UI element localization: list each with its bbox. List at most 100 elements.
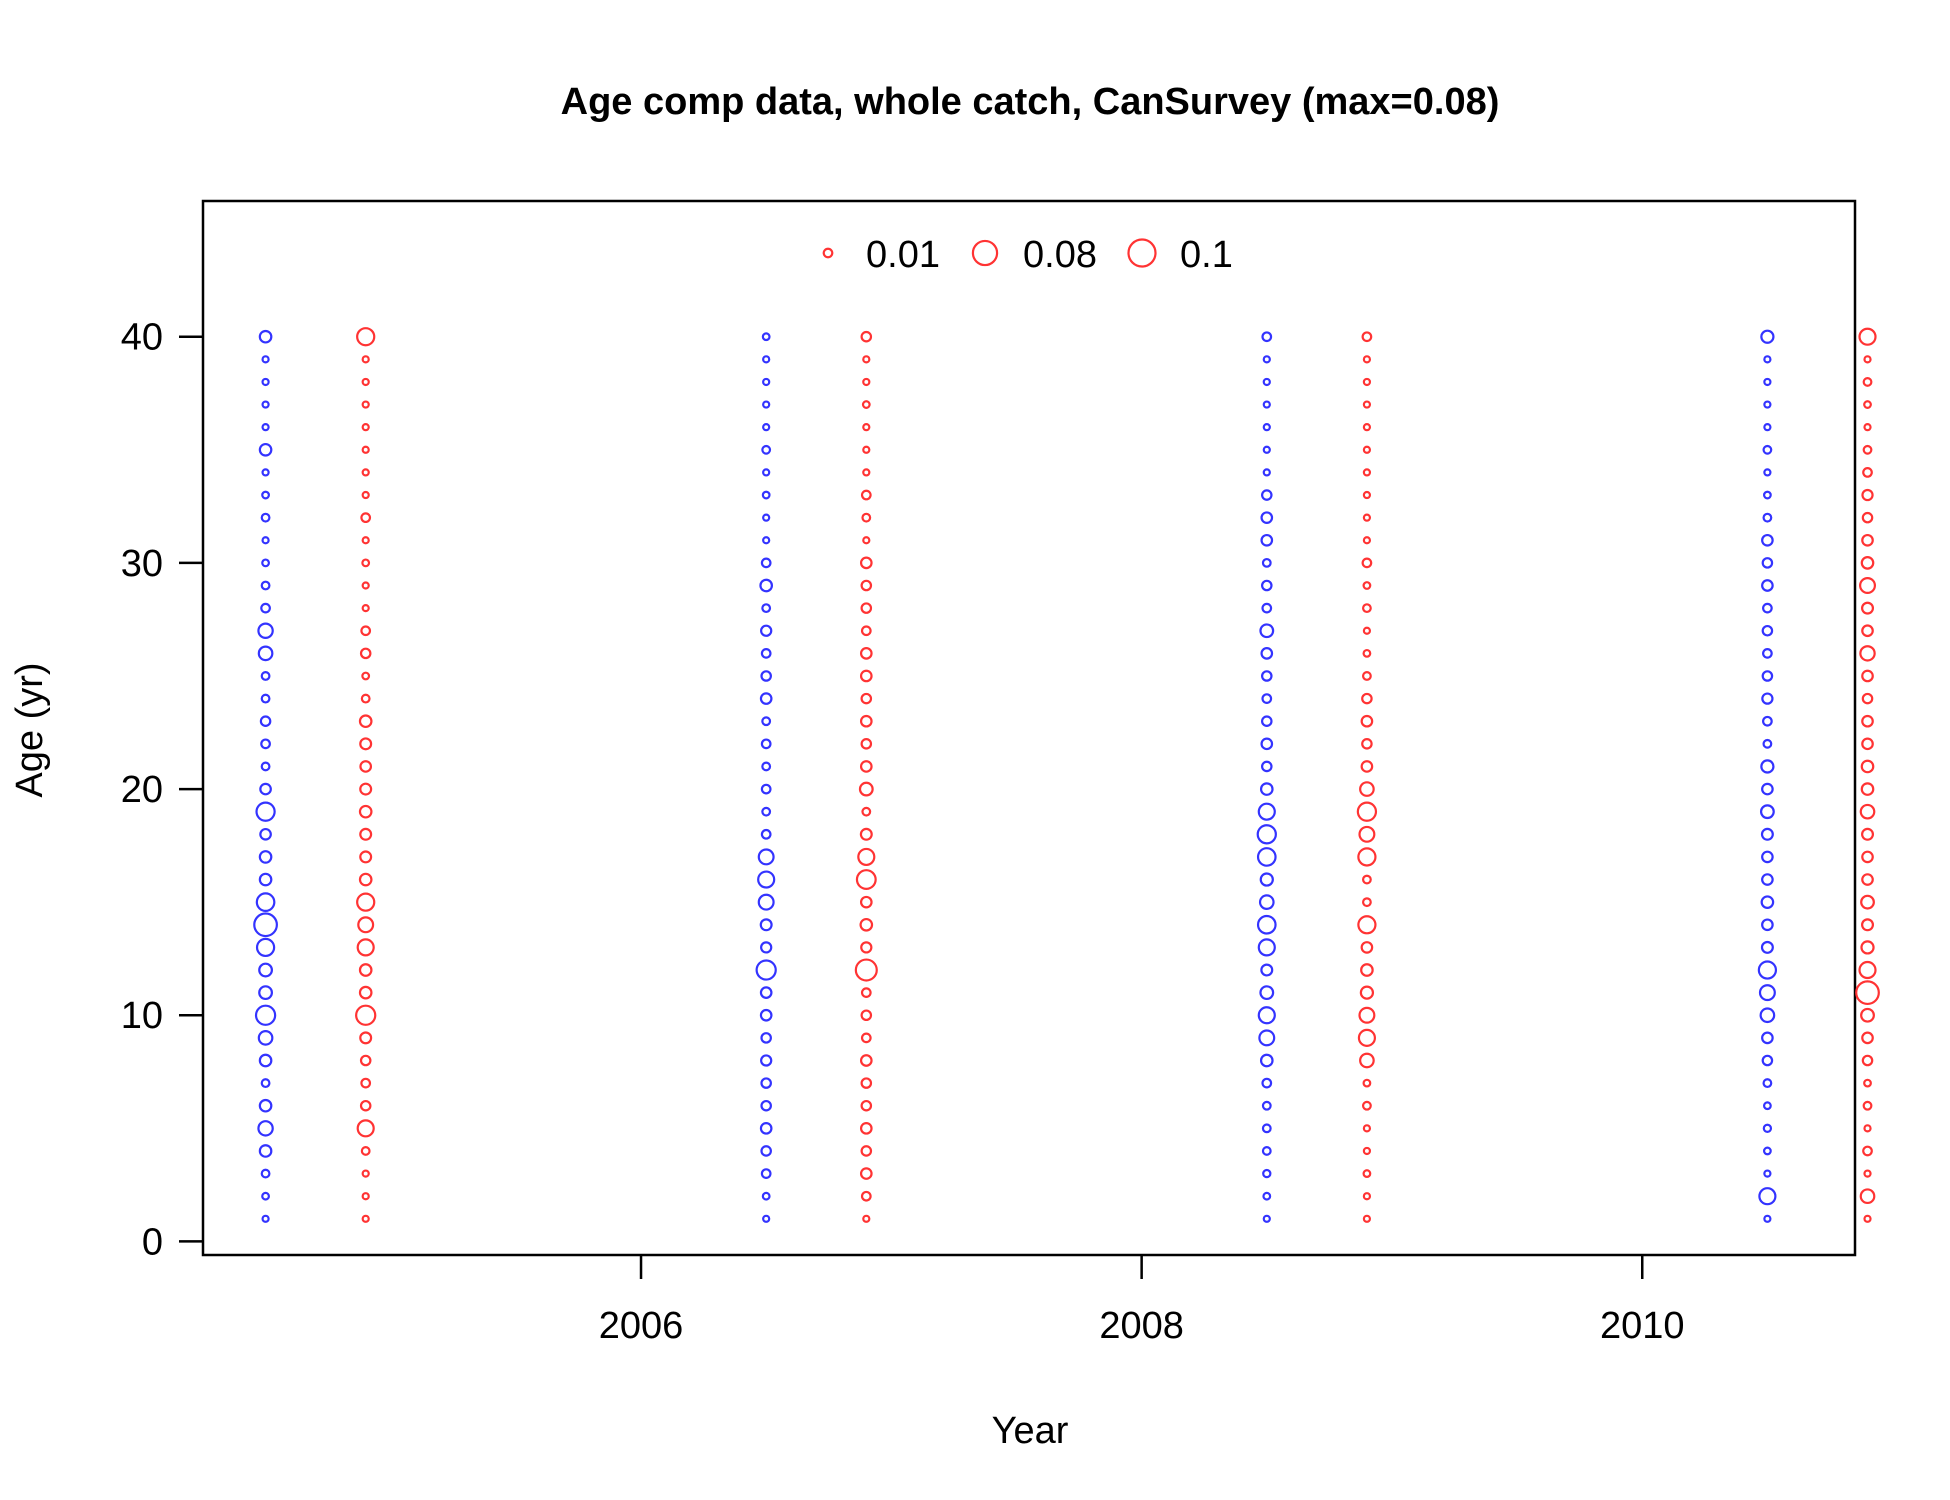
bubble-point	[1258, 1029, 1276, 1047]
bubble-point	[862, 536, 871, 545]
bubble-point	[1261, 1146, 1272, 1156]
bubble-point	[1763, 377, 1772, 387]
bubble-point	[1259, 985, 1275, 1001]
bubble-point	[760, 670, 772, 682]
bubble-point	[1261, 331, 1273, 343]
legend-symbol	[971, 239, 999, 267]
bubble-point	[1863, 1124, 1872, 1133]
bubble-point	[759, 1008, 773, 1022]
bubble-point	[1860, 556, 1875, 570]
bubble-point	[260, 1168, 271, 1179]
bubble-point	[1861, 624, 1874, 638]
bubble-point	[255, 801, 276, 822]
bubble-point	[1858, 327, 1877, 346]
bubble-point	[359, 760, 373, 773]
bubble-point	[760, 738, 772, 750]
bubble-point	[1855, 980, 1880, 1006]
bubble-point	[1357, 915, 1377, 935]
bubble-point	[858, 781, 874, 797]
bubble-point	[761, 603, 772, 614]
bubble-point	[258, 985, 274, 1001]
bubble-point	[258, 1098, 273, 1113]
bubble-point	[762, 423, 771, 432]
legend-symbol	[1127, 238, 1157, 268]
bubble-point	[1861, 873, 1874, 886]
bubble-point	[358, 872, 373, 887]
bubble-point	[1260, 963, 1274, 977]
bubble-point	[859, 917, 874, 932]
y-tick-label: 20	[121, 769, 163, 811]
bubble-point	[1256, 847, 1277, 867]
bubble-point	[861, 512, 872, 523]
bubble-point	[1761, 670, 1774, 682]
bubble-point	[1260, 647, 1274, 660]
bubble-point	[261, 1214, 270, 1223]
bubble-point	[1861, 850, 1874, 864]
bubble-point	[760, 1077, 772, 1089]
bubble-point	[859, 1167, 873, 1180]
bubble-point	[1761, 557, 1774, 569]
bubble-point	[1862, 444, 1873, 455]
bubble-point	[361, 423, 370, 432]
bubble-point	[1361, 603, 1372, 614]
bubble-point	[1360, 760, 1374, 773]
bubble-point	[762, 536, 771, 545]
bubble-point	[1362, 626, 1372, 635]
bubble-point	[1862, 377, 1873, 387]
bubble-point	[1763, 1214, 1772, 1223]
bubble-point	[1361, 331, 1373, 343]
bubble-point	[360, 693, 371, 704]
bubble-point	[1762, 1078, 1773, 1089]
legend: 0.01 0.08 0.1	[822, 234, 1233, 276]
bubble-point	[1860, 782, 1875, 796]
legend-symbol	[822, 247, 834, 259]
bubble-point	[859, 1122, 873, 1135]
bubble-point	[860, 579, 873, 592]
bubble-point	[259, 827, 272, 841]
bubble-point	[361, 400, 370, 409]
bubble-point	[1860, 759, 1875, 774]
bubble-point	[757, 893, 775, 911]
bubble-point	[255, 892, 276, 913]
bubble-point	[1362, 423, 1372, 432]
bubble-point	[361, 581, 370, 590]
x-tick-label: 2008	[1099, 1305, 1184, 1347]
bubble-point	[360, 1146, 371, 1156]
bubble-point	[359, 1031, 373, 1045]
bubble-point	[860, 738, 873, 750]
bubble-point	[1257, 938, 1276, 957]
bubble-point	[755, 959, 777, 981]
bubble-point	[761, 332, 771, 342]
bubble-point	[1361, 671, 1372, 681]
bubble-point	[761, 761, 772, 772]
bubble-point	[359, 827, 373, 841]
bubble-point	[1859, 1188, 1876, 1205]
bubble-point	[361, 604, 370, 613]
bubble-point	[1861, 737, 1874, 751]
bubble-point	[1359, 985, 1375, 1000]
bubble-point	[1261, 760, 1273, 773]
bubble-point	[358, 963, 373, 977]
bubble-point	[1757, 960, 1778, 980]
bubble-point	[261, 1191, 270, 1201]
bubble-point	[762, 377, 771, 387]
bubble-point	[1762, 490, 1772, 500]
bubble-point	[860, 941, 873, 954]
bubble-point	[260, 512, 271, 523]
bubble-point	[260, 1078, 271, 1089]
bubble-point	[361, 445, 370, 454]
bubble-point	[1261, 489, 1273, 501]
bubble-point	[1261, 1077, 1273, 1089]
bubble-point	[859, 827, 873, 841]
bubble-point	[1763, 423, 1772, 432]
bubble-point	[1861, 488, 1874, 502]
bubble-point	[1859, 803, 1876, 820]
bubble-point	[361, 558, 371, 568]
bubble-point	[1261, 602, 1273, 614]
bubble-point	[757, 870, 776, 889]
bubble-point	[1262, 1191, 1272, 1201]
bubble-point	[1259, 782, 1274, 796]
bubble-point	[356, 1119, 375, 1138]
bubble-point	[1360, 714, 1374, 728]
bubble-point	[1362, 581, 1372, 590]
